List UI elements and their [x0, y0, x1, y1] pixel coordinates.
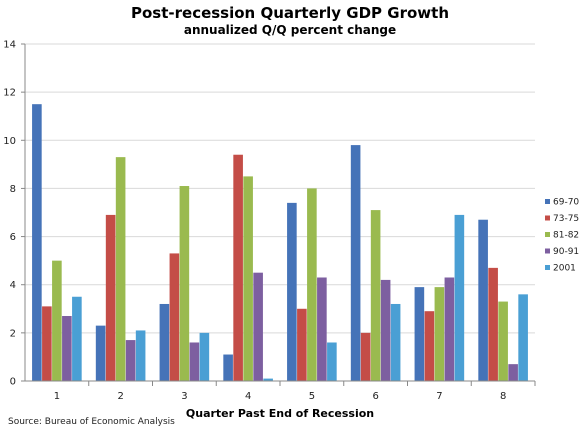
bar	[518, 294, 528, 381]
bar	[360, 332, 371, 381]
source-note: Source: Bureau of Economic Analysis	[8, 417, 175, 427]
y-tick-label: 6	[10, 232, 16, 243]
y-tick-label: 8	[10, 184, 16, 195]
legend-swatch	[545, 248, 550, 254]
bar	[115, 157, 126, 381]
bar	[243, 176, 253, 381]
legend-swatch	[545, 215, 550, 221]
bar	[307, 188, 317, 381]
bar	[350, 145, 361, 381]
bar	[169, 253, 180, 381]
bar	[72, 296, 82, 381]
bar	[508, 364, 518, 381]
bar	[135, 330, 146, 381]
bar	[454, 214, 465, 381]
legend-swatch	[545, 265, 550, 270]
y-axis: 0 2 4 6 8 10 12 14	[3, 40, 26, 388]
bars	[32, 104, 528, 381]
y-tick-label: 4	[10, 280, 16, 291]
bar	[32, 104, 42, 381]
x-tick-label: 4	[245, 391, 251, 402]
bar	[62, 316, 72, 381]
x-tick-label: 6	[372, 391, 378, 402]
x-tick-label: 5	[309, 391, 315, 402]
x-axis: 1 2 3 4 5 6 7 8	[25, 380, 536, 402]
bar	[370, 210, 381, 381]
bar	[317, 277, 327, 381]
bar	[434, 287, 445, 381]
x-axis-title: Quarter Past End of Recession	[186, 407, 374, 420]
bar	[95, 325, 106, 381]
bar	[327, 342, 337, 381]
bar	[199, 332, 210, 381]
x-tick-label: 8	[500, 391, 506, 402]
bar	[105, 214, 116, 381]
bar	[233, 154, 243, 381]
y-tick-label: 12	[3, 88, 16, 99]
bar	[380, 279, 391, 381]
bar	[498, 301, 508, 381]
chart-title: Post-recession Quarterly GDP Growth	[131, 4, 449, 22]
bar	[189, 342, 200, 381]
legend: 69-70 73-75 81-82 90-91 2001	[545, 198, 579, 274]
y-tick-label: 0	[10, 377, 16, 388]
bar	[263, 378, 273, 381]
bar	[287, 202, 297, 381]
bar	[444, 277, 455, 381]
y-tick-label: 14	[3, 40, 16, 51]
legend-swatch	[545, 199, 550, 204]
y-tick-label: 2	[10, 328, 16, 339]
legend-label: 73-75	[553, 214, 579, 224]
x-tick-label: 1	[54, 391, 60, 402]
bar	[253, 272, 263, 381]
bar	[478, 219, 488, 381]
y-tick-label: 10	[3, 136, 16, 147]
bar	[42, 306, 52, 381]
x-tick-label: 7	[436, 391, 442, 402]
bar	[52, 260, 62, 381]
chart-subtitle: annualized Q/Q percent change	[184, 23, 396, 37]
bar	[159, 303, 170, 381]
legend-swatch	[545, 232, 550, 237]
bar	[179, 186, 190, 381]
x-tick-label: 3	[181, 391, 187, 402]
bar	[390, 303, 401, 381]
bar	[424, 311, 435, 381]
x-tick-label: 2	[117, 391, 123, 402]
bar	[125, 340, 136, 381]
legend-label: 81-82	[553, 231, 579, 241]
bar	[488, 267, 498, 381]
legend-label: 69-70	[553, 198, 579, 208]
bar	[223, 354, 233, 381]
legend-label: 90-91	[553, 247, 579, 257]
bar	[297, 308, 307, 381]
legend-label: 2001	[553, 264, 576, 274]
bar	[414, 287, 425, 381]
